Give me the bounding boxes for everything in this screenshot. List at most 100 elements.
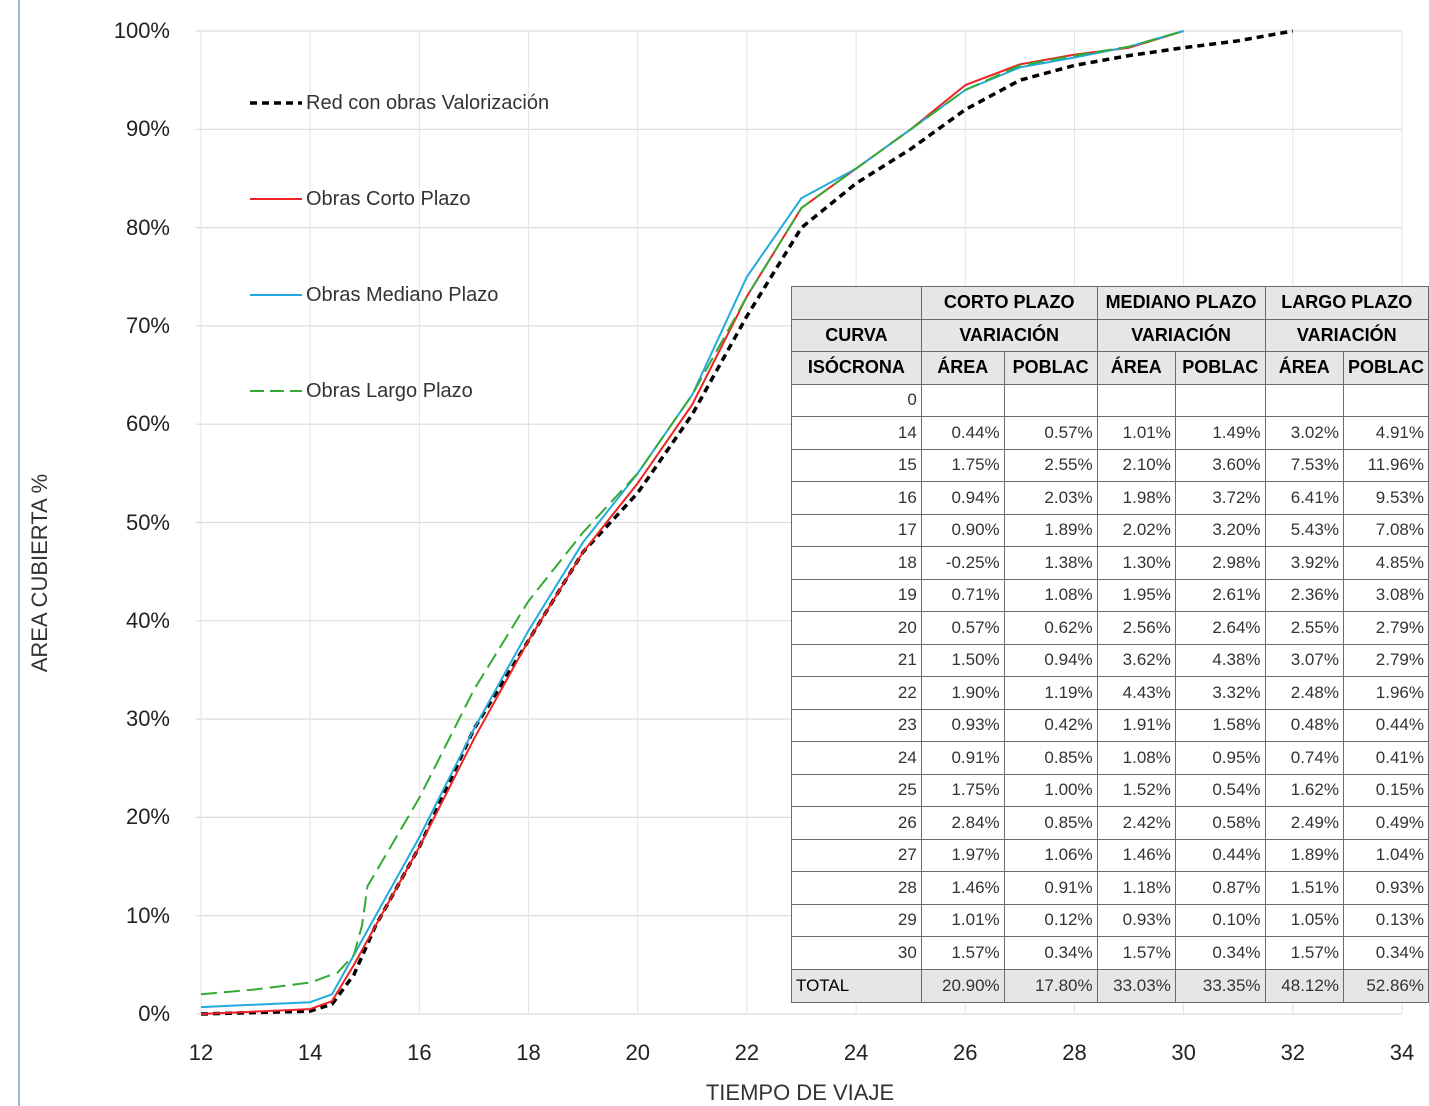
isocrona-cell: 18 [791, 546, 922, 580]
legend-swatch-dotted-black [250, 101, 302, 105]
total-cell: 17.80% [1003, 968, 1098, 1003]
table-cell: 2.98% [1174, 546, 1266, 580]
total-cell: 33.03% [1096, 968, 1176, 1003]
table-cell: 2.10% [1096, 448, 1176, 482]
table-row: 22 1.90% 1.19% 4.43% 3.32% 2.48% 1.96% [791, 676, 1429, 710]
table-cell: 0.34% [1003, 936, 1098, 970]
header-variacion: VARIACIÓN [1264, 318, 1429, 352]
legend-swatch-red [250, 198, 302, 200]
legend-item-corto-plazo: Obras Corto Plazo [250, 184, 471, 214]
table-cell: 1.58% [1174, 708, 1266, 742]
table-row: 27 1.97% 1.06% 1.46% 0.44% 1.89% 1.04% [791, 838, 1429, 872]
table-cell: 2.42% [1096, 806, 1176, 840]
table-cell [1003, 383, 1098, 417]
table-cell: 0.87% [1174, 871, 1266, 905]
table-cell: 2.84% [920, 806, 1005, 840]
table-body: 0 14 0.44% 0.57% 1.01% 1.49% 3.02% 4.91% 15 1.75%… [791, 383, 1429, 970]
total-cell: 48.12% [1264, 968, 1344, 1003]
series-line-0 [200, 29, 1294, 1016]
table-cell: 7.08% [1342, 513, 1429, 547]
series-line-3 [200, 30, 1184, 996]
table-cell: 0.41% [1342, 741, 1429, 775]
isocrona-cell: 23 [791, 708, 922, 742]
table-cell: 3.20% [1174, 513, 1266, 547]
table-cell: 0.85% [1003, 806, 1098, 840]
isocrona-cell: 24 [791, 741, 922, 775]
x-tick-label: 16 [407, 1040, 432, 1065]
table-cell: 0.49% [1342, 806, 1429, 840]
table-cell: 1.75% [920, 773, 1005, 807]
table-row: 19 0.71% 1.08% 1.95% 2.61% 2.36% 3.08% [791, 578, 1429, 612]
table-cell: 0.12% [1003, 903, 1098, 937]
table-cell: 1.52% [1096, 773, 1176, 807]
table-row: 30 1.57% 0.34% 1.57% 0.34% 1.57% 0.34% [791, 936, 1429, 970]
table-row: 16 0.94% 2.03% 1.98% 3.72% 6.41% 9.53% [791, 481, 1429, 515]
header-corto-plazo: CORTO PLAZO [920, 286, 1098, 320]
legend-label: Red con obras Valorización [306, 91, 550, 114]
table-cell: 1.96% [1342, 676, 1429, 710]
x-tick-label: 26 [953, 1040, 978, 1065]
series-line-2 [200, 30, 1184, 1009]
y-tick-label: 10% [125, 902, 170, 928]
y-tick-label: 20% [125, 804, 170, 830]
table-header-row-groups: CORTO PLAZO MEDIANO PLAZO LARGO PLAZO [791, 286, 1429, 320]
table-cell: 3.60% [1174, 448, 1266, 482]
series-line-1 [200, 30, 1184, 1015]
table-cell: 1.00% [1003, 773, 1098, 807]
table-cell: 1.30% [1096, 546, 1176, 580]
table-cell [1174, 383, 1266, 417]
x-tick-label: 32 [1280, 1040, 1306, 1065]
x-axis-label: TIEMPO DE VIAJE [705, 1080, 895, 1105]
table-cell: 3.07% [1264, 643, 1344, 677]
table-cell: 2.02% [1096, 513, 1176, 547]
table-row: 15 1.75% 2.55% 2.10% 3.60% 7.53% 11.96% [791, 448, 1429, 482]
table-cell: 0.34% [1342, 936, 1429, 970]
table-header-row-variacion: CURVA VARIACIÓN VARIACIÓN VARIACIÓN [791, 318, 1429, 352]
table-cell: 1.01% [920, 903, 1005, 937]
table-cell: 4.43% [1096, 676, 1176, 710]
table-row: 23 0.93% 0.42% 1.91% 1.58% 0.48% 0.44% [791, 708, 1429, 742]
total-cell: 20.90% [920, 968, 1005, 1003]
table-cell: 2.55% [1264, 611, 1344, 645]
isocrona-cell: 15 [791, 448, 922, 482]
table-row: 21 1.50% 0.94% 3.62% 4.38% 3.07% 2.79% [791, 643, 1429, 677]
table-cell: 2.36% [1264, 578, 1344, 612]
table-cell: 1.38% [1003, 546, 1098, 580]
isocrona-cell: 30 [791, 936, 922, 970]
table-cell: 0.44% [1342, 708, 1429, 742]
table-header-row-columns: ISÓCRONA ÁREA POBLAC ÁREA POBLAC ÁREA PO… [791, 351, 1429, 385]
table-cell: 0.85% [1003, 741, 1098, 775]
header-variacion: VARIACIÓN [1096, 318, 1266, 352]
x-tick-label: 14 [297, 1040, 323, 1065]
header-area: ÁREA [920, 351, 1005, 385]
y-tick-label: 50% [125, 509, 170, 535]
table-row: 26 2.84% 0.85% 2.42% 0.58% 2.49% 0.49% [791, 806, 1429, 840]
x-tick-label: 24 [843, 1040, 869, 1065]
table-cell: 1.46% [1096, 838, 1176, 872]
chart-series [200, 29, 1294, 1016]
y-tick-label: 60% [125, 411, 170, 437]
table-cell: 1.57% [1096, 936, 1176, 970]
table-cell: 1.91% [1096, 708, 1176, 742]
isocrona-cell: 20 [791, 611, 922, 645]
isocrona-cell: 14 [791, 416, 922, 450]
table-cell: 2.48% [1264, 676, 1344, 710]
y-tick-label: 0% [138, 1001, 170, 1026]
table-cell: 0.62% [1003, 611, 1098, 645]
legend-label: Obras Mediano Plazo [306, 283, 499, 306]
x-tick-label: 28 [1062, 1040, 1087, 1065]
table-cell: 9.53% [1342, 481, 1429, 515]
legend-label: Obras Corto Plazo [306, 187, 471, 210]
table-row: 29 1.01% 0.12% 0.93% 0.10% 1.05% 0.13% [791, 903, 1429, 937]
isocrona-cell: 26 [791, 806, 922, 840]
y-tick-label: 30% [125, 706, 170, 732]
table-cell: 5.43% [1264, 513, 1344, 547]
table-cell [920, 383, 1005, 417]
legend-swatch-green-dashed [250, 390, 302, 392]
isocrona-cell: 16 [791, 481, 922, 515]
isocrona-cell: 28 [791, 871, 922, 905]
header-poblac: POBLAC [1174, 351, 1266, 385]
table-cell [1342, 383, 1429, 417]
table-cell: 0.54% [1174, 773, 1266, 807]
table-cell: 0.34% [1174, 936, 1266, 970]
